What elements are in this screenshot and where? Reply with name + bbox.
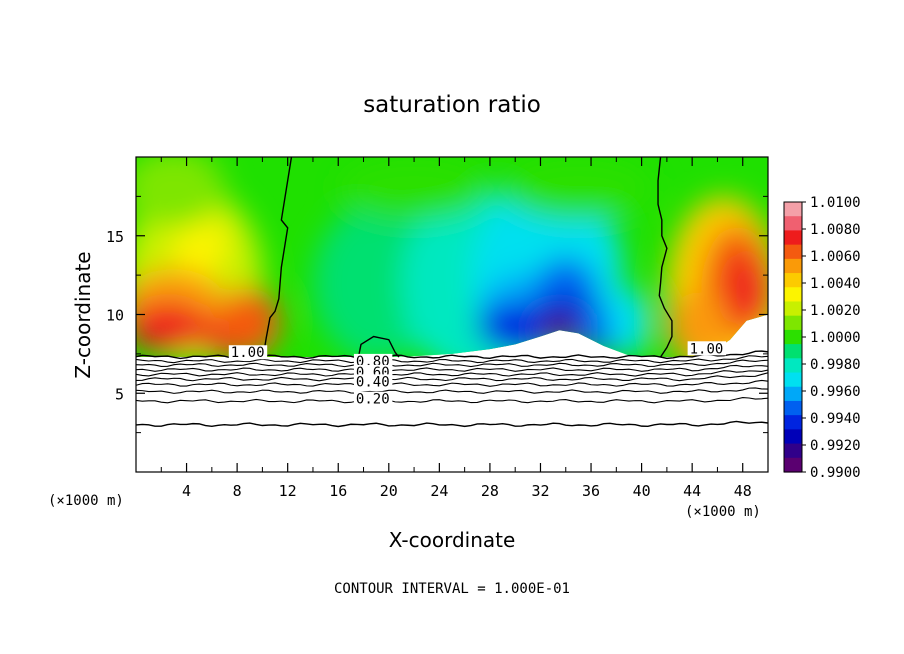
colorbar-swatch <box>784 329 802 345</box>
field-blob <box>136 301 209 353</box>
x-tick-label: 36 <box>582 482 600 500</box>
contour-line <box>136 372 768 382</box>
colorbar: 1.0100 1.0080 1.0060 1.0040 1.0020 1.0000 0.99… <box>783 195 861 481</box>
colorbar-swatch <box>784 315 802 331</box>
contour-label: 1.00 <box>690 341 724 357</box>
colorbar-swatch <box>784 230 802 246</box>
colorbar-swatch <box>784 273 802 288</box>
field-blob <box>312 204 440 358</box>
colorbar-label: 0.9920 <box>810 438 861 454</box>
x-tick-label: 16 <box>329 482 347 500</box>
field-blobs <box>136 157 768 358</box>
contour-interval-note: CONTOUR INTERVAL = 1.000E-01 <box>334 581 570 597</box>
colorbar-label: 1.0080 <box>810 222 861 238</box>
contour-line <box>657 157 673 358</box>
y-tick-label: 5 <box>115 385 124 403</box>
contour-line <box>357 335 400 358</box>
colorbar-swatch <box>784 202 802 217</box>
colorbar-swatch <box>784 258 802 274</box>
y-axis-ticks: 5 10 15 <box>106 195 768 434</box>
colorbar-swatch <box>784 358 802 374</box>
chart-title: saturation ratio <box>363 92 541 118</box>
colorbar-swatch <box>784 301 802 317</box>
x-tick-label: 20 <box>380 482 398 500</box>
colorbar-label: 0.9900 <box>810 465 861 481</box>
contour-label: 0.20 <box>356 392 390 408</box>
field-blob <box>136 157 225 228</box>
contour-label-bg <box>687 341 727 356</box>
contour-line <box>136 420 768 428</box>
saturation-field <box>136 157 768 358</box>
field-blob <box>608 287 650 358</box>
x-tick-label: 28 <box>481 482 499 500</box>
colorbar-label: 0.9960 <box>810 384 861 400</box>
colorbar-label: 1.0000 <box>810 330 861 346</box>
x-tick-label: 32 <box>531 482 549 500</box>
x-tick-label: 12 <box>279 482 297 500</box>
x-unit-left: (×1000 m) <box>48 493 124 509</box>
colorbar-swatch <box>784 400 802 416</box>
x-tick-label: 24 <box>430 482 448 500</box>
colorbar-swatch <box>784 344 802 359</box>
colorbar-swatch <box>784 287 802 303</box>
colorbar-label: 0.9980 <box>810 357 861 373</box>
field-blob <box>338 157 490 220</box>
x-axis-label: X-coordinate <box>389 528 516 552</box>
x-tick-label: 40 <box>633 482 651 500</box>
contour-lines <box>136 157 768 428</box>
x-axis-ticks: 4 8 12 16 20 24 28 32 36 40 44 48 <box>160 157 752 500</box>
colorbar-swatch <box>784 244 802 260</box>
colorbar-label: 0.9940 <box>810 411 861 427</box>
contour-line <box>136 387 768 394</box>
x-tick-label: 48 <box>734 482 752 500</box>
contour-line <box>136 359 768 368</box>
field-blob <box>219 287 281 358</box>
plot-area <box>136 157 768 428</box>
x-tick-label: 44 <box>683 482 701 500</box>
contour-line <box>136 379 768 387</box>
contour-label-bg <box>353 374 393 389</box>
contour-line <box>136 369 768 377</box>
x-unit-right: (×1000 m) <box>685 504 761 520</box>
colorbar-swatch <box>784 443 802 459</box>
contour-labels: 1.00 1.000.800.600.400.20 <box>228 341 727 408</box>
contour-label-bg <box>353 353 393 368</box>
colorbar-swatch <box>784 415 802 430</box>
colorbar-label: 1.0100 <box>810 195 861 211</box>
colorbar-label: 1.0020 <box>810 303 861 319</box>
colorbar-label: 1.0040 <box>810 276 861 292</box>
contour-line <box>259 157 293 358</box>
contour-line <box>136 364 768 372</box>
field-blob <box>407 306 471 354</box>
colorbar-label: 1.0060 <box>810 249 861 265</box>
colorbar-swatch <box>784 216 802 232</box>
colorbar-swatch <box>784 457 802 473</box>
colorbar-swatch <box>784 429 802 445</box>
contour-label-bg <box>228 345 268 360</box>
field-blob <box>539 319 580 342</box>
colorbar-swatch <box>784 372 802 388</box>
contour-label: 0.40 <box>356 374 390 390</box>
contour-line <box>136 396 768 404</box>
field-blob <box>502 157 655 220</box>
field-blob <box>726 253 768 329</box>
y-tick-label: 10 <box>106 307 124 325</box>
contour-label-bg <box>353 391 393 406</box>
x-tick-label: 4 <box>182 482 191 500</box>
y-axis-label: Z-coordinate <box>71 251 95 378</box>
x-tick-label: 8 <box>233 482 242 500</box>
y-tick-label: 15 <box>106 228 124 246</box>
contour-label: 1.00 <box>231 345 265 361</box>
contour-line <box>136 355 768 364</box>
colorbar-swatch <box>784 386 802 402</box>
